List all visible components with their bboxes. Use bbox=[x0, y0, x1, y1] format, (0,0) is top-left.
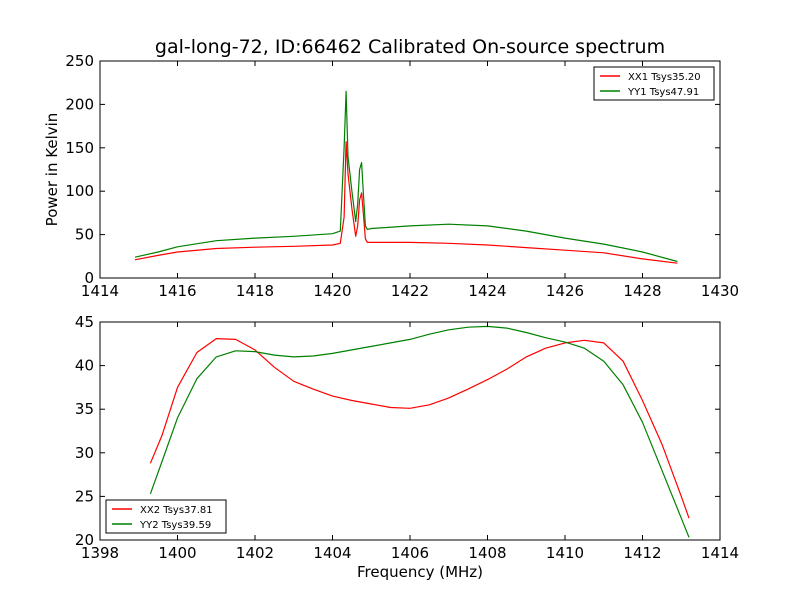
legend: XX1 Tsys35.20 YY1 Tsys47.91 bbox=[593, 66, 715, 101]
legend-label: YY1 Tsys47.91 bbox=[627, 87, 699, 98]
y-tick-label: 40 bbox=[75, 357, 94, 375]
legend-box bbox=[593, 66, 715, 101]
series-line-1-2 bbox=[134, 90, 678, 263]
x-tick-label: 1416 bbox=[158, 282, 196, 300]
legend-label: XX1 Tsys35.20 bbox=[628, 72, 701, 83]
y-tick-label: 100 bbox=[65, 182, 94, 200]
x-axis-label: Frequency (MHz) bbox=[357, 563, 483, 581]
y-tick-label: 30 bbox=[75, 444, 94, 462]
legend-box bbox=[105, 499, 227, 534]
y-tick-label: 35 bbox=[75, 400, 94, 418]
x-tick-label: 1412 bbox=[623, 544, 661, 562]
x-tick-label: 1406 bbox=[391, 544, 429, 562]
x-tick-label: 1420 bbox=[313, 282, 351, 300]
y-tick-label: 20 bbox=[75, 531, 94, 549]
y-tick-label: 50 bbox=[75, 226, 94, 244]
y-tick-label: 25 bbox=[75, 487, 94, 505]
x-tick-label: 1410 bbox=[546, 544, 584, 562]
y-tick-label: 150 bbox=[65, 139, 94, 157]
plot-panel-1: 1414 1416 1418 1420 1422 1424 1426 1428 1430 0 50 1… bbox=[43, 52, 739, 300]
x-tick-label: 1418 bbox=[236, 282, 274, 300]
x-tick-label: 1424 bbox=[468, 282, 506, 300]
x-tick-label: 1408 bbox=[468, 544, 506, 562]
x-tick-label: 1400 bbox=[158, 544, 196, 562]
x-tick-label: 1430 bbox=[701, 282, 739, 300]
x-tick-label: 1398 bbox=[81, 544, 119, 562]
series-line-2-2 bbox=[149, 325, 690, 538]
x-tick-label: 1426 bbox=[546, 282, 584, 300]
legend: XX2 Tsys37.81 YY2 Tsys39.59 bbox=[105, 499, 227, 534]
x-tick-label: 1402 bbox=[236, 544, 274, 562]
legend-label: YY2 Tsys39.59 bbox=[139, 520, 211, 531]
x-tick-label: 1414 bbox=[81, 282, 119, 300]
series-line-1-1 bbox=[134, 141, 678, 264]
x-tick-label: 1422 bbox=[391, 282, 429, 300]
x-tick-label: 1414 bbox=[701, 544, 739, 562]
chart-title: gal-long-72, ID:66462 Calibrated On-sour… bbox=[155, 36, 665, 58]
x-tick-label: 1404 bbox=[313, 544, 351, 562]
series-line-2-1 bbox=[149, 338, 690, 519]
x-tick-label: 1428 bbox=[623, 282, 661, 300]
y-tick-label: 250 bbox=[65, 52, 94, 70]
legend-label: XX2 Tsys37.81 bbox=[140, 505, 213, 516]
plot-panel-2: 1398 1400 1402 1404 1406 1408 1410 1412 1414 20 25… bbox=[75, 313, 739, 581]
y-tick-label: 200 bbox=[65, 95, 94, 113]
y-tick-label: 0 bbox=[84, 269, 94, 287]
y-tick-label: 45 bbox=[75, 313, 94, 331]
y-axis-label: Power in Kelvin bbox=[43, 113, 61, 227]
